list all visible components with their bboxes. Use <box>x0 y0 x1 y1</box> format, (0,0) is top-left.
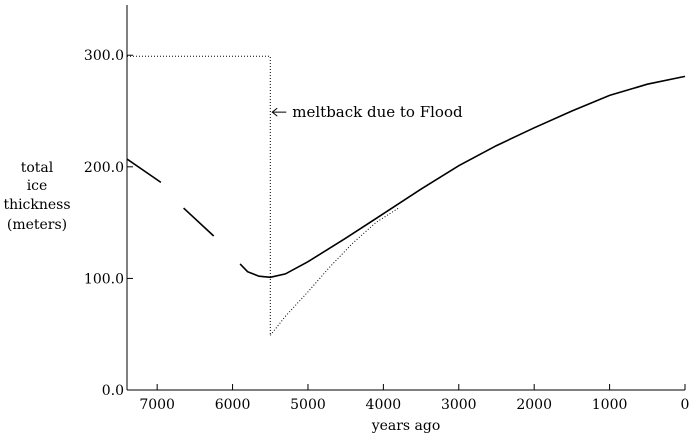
x-tick-label: 7000 <box>139 397 175 413</box>
solid-series-line <box>183 207 215 237</box>
axes <box>126 5 685 391</box>
y-tick-label: 0.0 <box>102 383 124 399</box>
y-tick-label: 300.0 <box>84 48 124 64</box>
dotted-series-line <box>127 55 271 336</box>
series-layer <box>126 55 686 336</box>
x-tick-label: 2000 <box>516 397 552 413</box>
y-tick-label: 100.0 <box>84 271 124 287</box>
annotation-arrow-head <box>271 107 278 117</box>
x-tick-label: 6000 <box>215 397 251 413</box>
y-tick-label: 200.0 <box>84 160 124 176</box>
annotations: meltback due to Flood <box>271 103 463 121</box>
x-tick-label: 3000 <box>441 397 477 413</box>
x-axis-label: years ago <box>371 418 441 434</box>
ticks: 7000 6000 5000 4000 3000 2000 1000 0 0.0 100.0 200… <box>84 48 690 413</box>
x-tick-label: 0 <box>681 397 690 413</box>
x-tick-label: 1000 <box>592 397 628 413</box>
dotted-series-line <box>269 207 399 336</box>
solid-series-line <box>239 75 686 279</box>
x-tick-label: 5000 <box>290 397 326 413</box>
x-tick-label: 4000 <box>366 397 402 413</box>
y-axis-label-line: (meters) <box>7 217 67 233</box>
y-axis-label: total ice thickness (meters) <box>3 160 70 233</box>
solid-series-line <box>126 158 162 184</box>
y-axis-label-line: ice <box>27 178 48 194</box>
y-axis-label-line: thickness <box>3 197 70 213</box>
annotation-text: meltback due to Flood <box>292 103 463 121</box>
y-axis-label-line: total <box>21 160 54 176</box>
